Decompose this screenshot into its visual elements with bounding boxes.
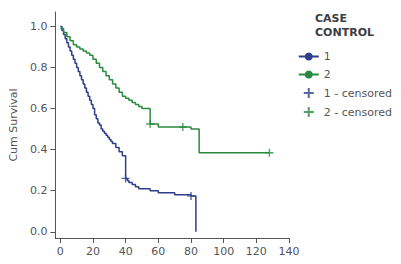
svg-text:CONTROL: CONTROL: [315, 26, 374, 39]
svg-text:0.6: 0.6: [30, 102, 48, 115]
svg-text:1.0: 1.0: [30, 20, 48, 33]
svg-text:2: 2: [324, 68, 331, 81]
svg-text:CASE: CASE: [315, 12, 347, 25]
svg-text:0.2: 0.2: [30, 184, 48, 197]
svg-text:0.8: 0.8: [30, 61, 48, 74]
svg-text:120: 120: [246, 245, 267, 258]
svg-text:40: 40: [119, 245, 133, 258]
svg-text:80: 80: [184, 245, 198, 258]
svg-text:0.4: 0.4: [30, 143, 48, 156]
svg-text:0: 0: [57, 245, 64, 258]
svg-text:Cum Survival: Cum Survival: [7, 88, 20, 161]
svg-text:2 - censored: 2 - censored: [324, 106, 392, 119]
svg-text:0.0: 0.0: [30, 225, 48, 238]
svg-text:100: 100: [213, 245, 234, 258]
svg-text:60: 60: [151, 245, 165, 258]
svg-text:140: 140: [279, 245, 300, 258]
svg-text:1 - censored: 1 - censored: [324, 87, 392, 100]
svg-text:1: 1: [324, 50, 331, 63]
svg-text:20: 20: [86, 245, 100, 258]
